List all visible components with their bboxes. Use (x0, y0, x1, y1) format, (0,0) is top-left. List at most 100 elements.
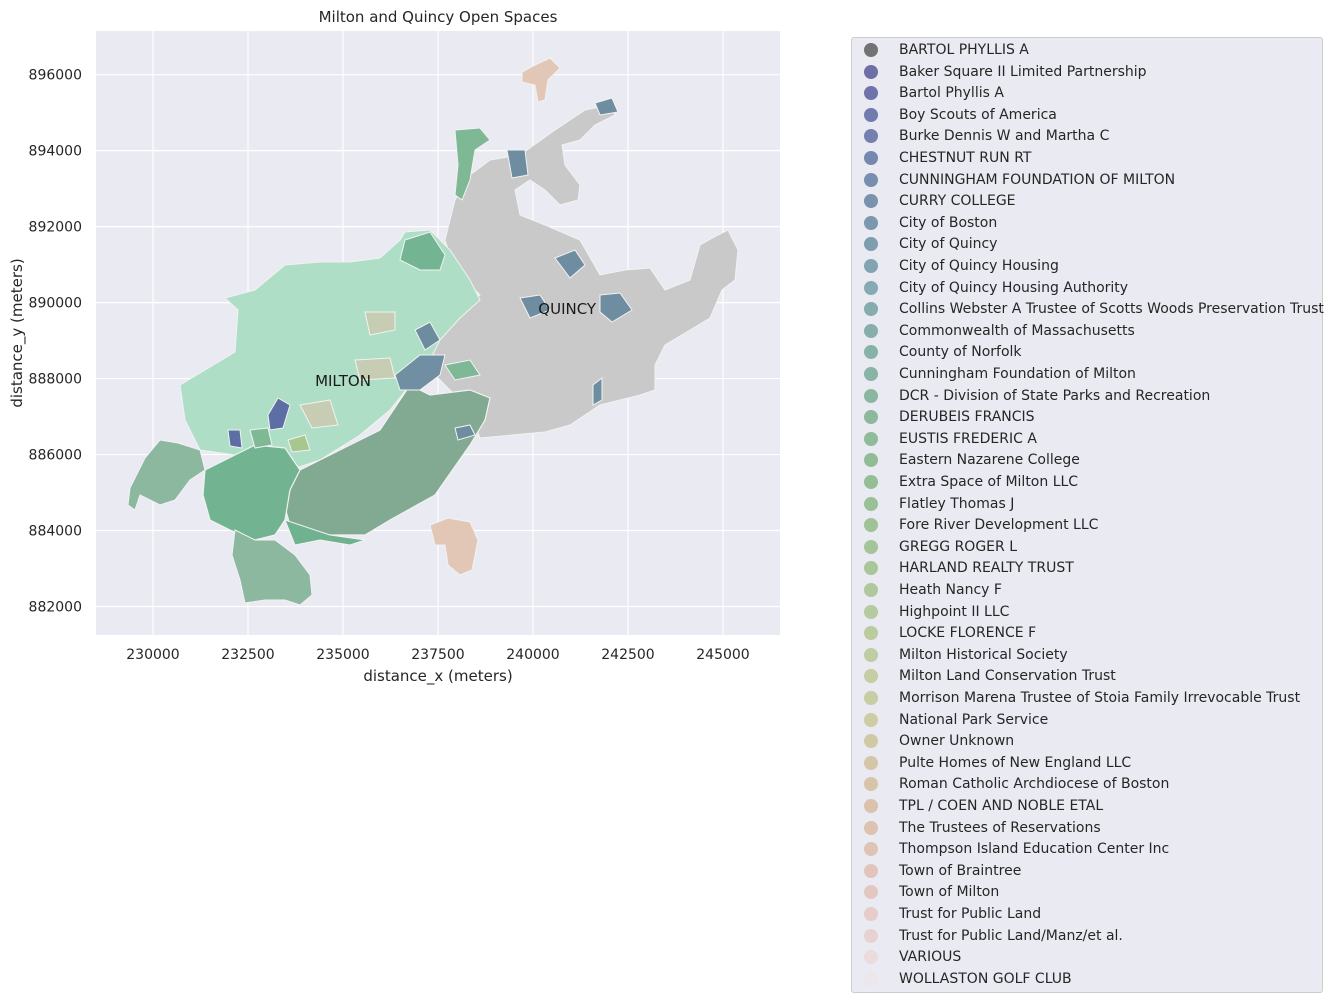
legend-label: City of Quincy Housing (899, 258, 1059, 274)
legend-item: HARLAND REALTY TRUST (864, 558, 1074, 578)
legend-marker-icon (864, 842, 878, 857)
legend-marker-icon (864, 151, 878, 165)
legend-marker-icon (864, 755, 878, 770)
green-parcel-1 (444, 359, 481, 381)
quincy-parcel-7 (506, 149, 529, 179)
legend-marker-icon (864, 302, 878, 317)
braintree-parcel (429, 517, 479, 576)
legend-marker-icon (864, 604, 878, 619)
legend-item: Trust for Public Land/Manz/et al. (864, 926, 1123, 946)
legend-marker-icon (864, 475, 878, 489)
quincy-parcel-2 (394, 354, 446, 391)
quincy-parcel-4 (599, 292, 633, 323)
town-label: QUINCY (538, 300, 597, 318)
legend-label: Thompson Island Education Center Inc (899, 841, 1170, 858)
legend-marker-icon (864, 43, 878, 57)
legend-marker-icon (864, 367, 878, 381)
legend-label: Trust for Public Land (899, 906, 1042, 922)
y-tick-label: 890000 (29, 296, 82, 312)
legend-item: Owner Unknown (864, 731, 1014, 751)
green-parcel-2 (249, 427, 273, 449)
legend-marker-icon (864, 431, 878, 446)
y-tick-label: 896000 (29, 68, 82, 84)
legend-item: Milton Historical Society (864, 645, 1068, 665)
legend-item: Milton Land Conservation Trust (864, 666, 1116, 686)
legend-label: City of Quincy (899, 236, 998, 253)
legend-label: Town of Milton (899, 884, 1000, 901)
legend-label: VARIOUS (899, 949, 962, 966)
legend-label: City of Quincy Housing Authority (899, 279, 1129, 296)
legend-marker-icon (864, 734, 878, 749)
x-tick-label: 237500 (411, 647, 464, 663)
legend-marker-icon (864, 388, 878, 403)
legend-item: DCR - Division of State Parks and Recrea… (864, 386, 1210, 406)
legend-item: County of Norfolk (864, 342, 1022, 362)
legend-label: GREGG ROGER L (899, 538, 1017, 555)
legend-item: City of Quincy Housing Authority (864, 278, 1128, 298)
legend-marker-icon (864, 107, 878, 122)
legend-item: TPL / COEN AND NOBLE ETAL (864, 796, 1103, 816)
x-tick-label: 240000 (506, 647, 559, 663)
legend-item: CHESTNUT RUN RT (864, 148, 1031, 168)
x-tick-label: 230000 (126, 647, 179, 663)
legend-item: The Trustees of Reservations (864, 818, 1101, 838)
legend-marker-icon (864, 583, 878, 597)
legend-item: Thompson Island Education Center Inc (864, 839, 1169, 859)
y-axis-ticks: 882000 884000 886000 888000 890000 892000 8940… (29, 68, 82, 616)
legend-marker-icon (864, 518, 878, 533)
y-tick-label: 888000 (29, 372, 82, 388)
legend-label: Heath Nancy F (899, 582, 1002, 598)
legend-item: Fore River Development LLC (864, 515, 1098, 535)
legend-item: Roman Catholic Archdiocese of Boston (864, 774, 1169, 794)
neponset-parcels (399, 231, 446, 271)
y-tick-label: 882000 (29, 600, 82, 616)
legend-marker-icon (864, 323, 878, 338)
legend-item: Commonwealth of Massachusetts (864, 321, 1135, 341)
legend-marker-icon (864, 626, 878, 641)
legend-item: Burke Dennis W and Martha C (864, 126, 1109, 146)
x-tick-label: 242500 (601, 647, 654, 663)
legend-marker-icon (864, 647, 878, 662)
legend-label: BARTOL PHYLLIS A (899, 42, 1029, 58)
y-tick-label: 892000 (29, 220, 82, 236)
legend-marker-icon (864, 129, 878, 144)
legend-item: BARTOL PHYLLIS A (864, 40, 1029, 60)
legend-marker-icon (864, 172, 878, 187)
milton-small-blue (227, 429, 243, 449)
legend-marker-icon (864, 237, 878, 252)
legend-marker-icon (864, 971, 878, 986)
legend-label: LOCKE FLORENCE F (899, 625, 1037, 642)
legend-label: Cunningham Foundation of Milton (899, 366, 1136, 382)
legend-marker-icon (864, 194, 878, 209)
legend-marker-icon (864, 410, 878, 425)
town-labels: MILTON QUINCY (315, 300, 597, 390)
chart-title: Milton and Quincy Open Spaces (319, 8, 558, 26)
town-label: MILTON (315, 372, 371, 390)
legend-item: WOLLASTON GOLF CLUB (864, 969, 1072, 989)
legend-item: Boy Scouts of America (864, 105, 1057, 125)
legend-item: LOCKE FLORENCE F (864, 623, 1036, 643)
milton-blue-parcel (267, 397, 291, 431)
legend-item: Trust for Public Land (864, 904, 1041, 924)
legend-label: Roman Catholic Archdiocese of Boston (899, 776, 1170, 793)
legend-marker-icon (864, 345, 878, 360)
y-axis-label: distance_y (meters) (8, 258, 27, 407)
legend-label: HARLAND REALTY TRUST (899, 560, 1074, 577)
legend-label: National Park Service (899, 711, 1049, 728)
south-parcel (231, 529, 313, 606)
legend-marker-icon (864, 215, 878, 230)
legend-item: GREGG ROGER L (864, 537, 1017, 557)
beige-parcel-1 (364, 311, 396, 336)
x-tick-label: 245000 (696, 647, 749, 663)
legend-label: County of Norfolk (899, 344, 1022, 361)
legend-item: Town of Milton (864, 882, 999, 902)
legend-item: Collins Webster A Trustee of Scotts Wood… (864, 299, 1324, 319)
legend-marker-icon (864, 907, 878, 921)
legend-marker-icon (864, 539, 878, 554)
legend-label: CHESTNUT RUN RT (899, 150, 1032, 166)
legend-item: Pulte Homes of New England LLC (864, 753, 1131, 773)
legend-item: Cunningham Foundation of Milton (864, 364, 1136, 384)
legend-label: Town of Braintree (899, 862, 1022, 879)
legend-label: DERUBEIS FRANCIS (899, 409, 1035, 426)
x-tick-label: 232500 (221, 647, 274, 663)
